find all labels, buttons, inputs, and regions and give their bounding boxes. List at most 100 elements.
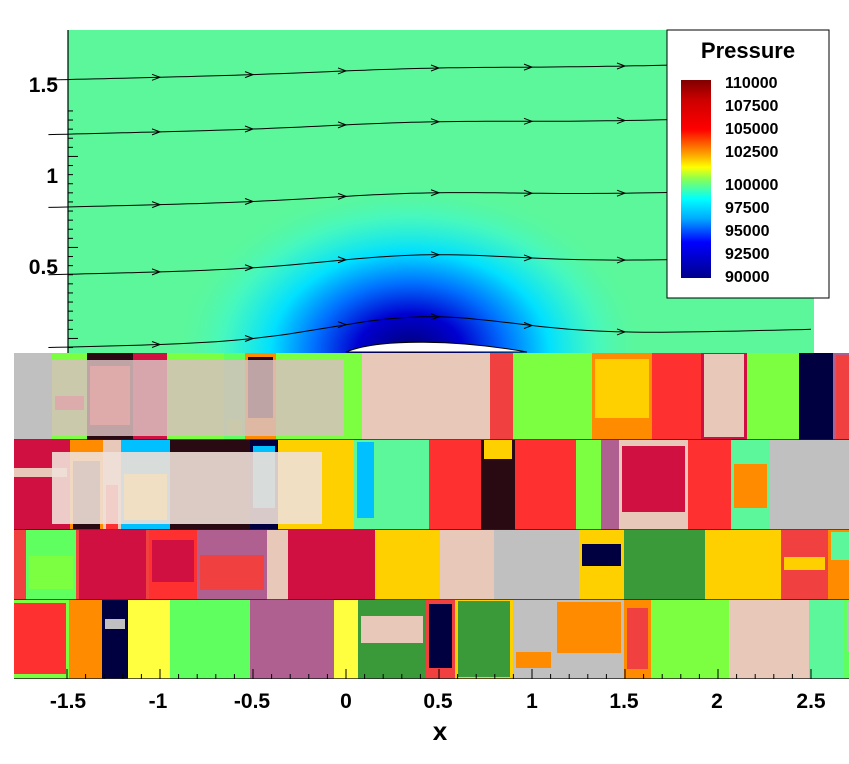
streamline-arrow <box>430 189 441 197</box>
streamline-arrow <box>244 71 255 79</box>
streamline-arrow <box>337 192 348 200</box>
legend-label: 100000 <box>725 177 778 194</box>
glitch-patch <box>440 530 494 600</box>
glitch-patch <box>576 440 601 530</box>
glitch-patch <box>334 600 358 679</box>
streamline-arrow <box>151 73 162 81</box>
x-tick-label: 2 <box>711 690 723 713</box>
glitch-patch <box>688 440 731 530</box>
x-tick-label: 2.5 <box>796 690 826 713</box>
glitch-patch <box>361 616 423 643</box>
glitch-patch <box>152 540 194 582</box>
glitch-patch <box>704 354 744 437</box>
glitch-patch <box>29 556 73 589</box>
x-tick-label: -0.5 <box>234 690 271 713</box>
streamline <box>48 313 812 348</box>
glitch-patch <box>418 353 490 440</box>
glitch-patch <box>622 446 685 512</box>
glitch-patch <box>809 600 844 679</box>
legend-label: 105000 <box>725 121 778 138</box>
streamline-arrow <box>151 201 162 209</box>
glitch-patch <box>582 544 621 566</box>
streamline-arrow <box>523 322 534 329</box>
glitch-patch <box>836 355 849 439</box>
glitch-patch <box>429 440 481 530</box>
glitch-patch <box>734 464 767 508</box>
glitch-patch <box>494 530 579 600</box>
glitch-patch <box>362 353 418 440</box>
glitch-patch <box>651 600 729 679</box>
streamline-arrow <box>244 125 255 133</box>
streamline-arrow <box>337 121 348 129</box>
glitch-patch <box>799 353 833 440</box>
glitch-patch <box>429 604 452 668</box>
glitch-patch <box>729 600 809 679</box>
glitch-patch <box>557 602 621 653</box>
streamline-arrow <box>616 328 627 336</box>
x-tick-label: 1.5 <box>609 690 639 713</box>
glitch-patch <box>375 530 440 600</box>
streamline-arrow <box>337 321 348 329</box>
streamline-arrow <box>430 118 441 126</box>
glitch-patch <box>624 530 705 600</box>
glitch-patch <box>288 530 375 600</box>
glitch-patch <box>267 530 288 600</box>
glitch-patch <box>705 530 781 600</box>
glitch-patch <box>377 440 429 530</box>
x-axis-title: x <box>433 716 448 746</box>
glitch-patch <box>458 601 510 677</box>
glitch-patch <box>652 353 701 440</box>
x-axis <box>66 669 812 679</box>
glitch-patch <box>513 353 592 440</box>
glitch-patch <box>601 440 619 530</box>
airfoil <box>345 341 528 353</box>
glitch-patch <box>102 600 128 679</box>
glitch-patch <box>595 359 649 418</box>
legend-label: 97500 <box>725 200 770 217</box>
y-tick-label: 1.5 <box>29 74 59 97</box>
glitch-patch <box>200 555 264 590</box>
streamline-arrow <box>244 198 255 205</box>
pressure-field-lower <box>0 353 849 679</box>
glitch-patch <box>490 353 513 440</box>
glitch-patch <box>79 530 146 599</box>
glitch-patch <box>484 440 512 459</box>
streamline-arrow <box>430 251 441 259</box>
glitch-patch <box>627 608 648 669</box>
legend-label: 92500 <box>725 246 770 263</box>
glitch-patch <box>357 442 374 518</box>
x-tick-label: 0 <box>340 690 352 713</box>
glitch-edge <box>0 353 14 679</box>
y-axis <box>67 30 78 353</box>
stagnation-leading <box>324 330 368 353</box>
glitch-panel <box>52 452 322 524</box>
streamline-arrow <box>151 268 162 276</box>
streamline-arrow <box>616 256 627 264</box>
streamline-arrow <box>616 189 627 197</box>
legend-title: Pressure <box>701 38 795 63</box>
glitch-patch <box>250 600 334 679</box>
legend-label: 95000 <box>725 223 770 240</box>
y-tick-label: 0.5 <box>29 256 59 279</box>
glitch-patch <box>831 532 849 560</box>
x-tick-label: 0.5 <box>423 690 453 713</box>
streamline-arrow <box>244 335 255 342</box>
streamline-arrow <box>151 128 162 136</box>
streamline-arrow <box>523 189 534 197</box>
streamline-arrow <box>430 313 441 321</box>
legend: Pressure 110000 107500 105000 102500 100… <box>666 29 830 299</box>
glitch-patch <box>105 619 125 629</box>
stagnation-trailing <box>505 330 549 353</box>
streamline-arrow <box>523 254 534 262</box>
glitch-patch <box>131 623 167 665</box>
glitch-patch <box>847 601 849 652</box>
colorbar <box>681 80 711 278</box>
legend-label: 90000 <box>725 269 770 286</box>
glitch-patch <box>516 652 551 668</box>
legend-label: 102500 <box>725 144 778 161</box>
streamline-arrow <box>616 117 627 124</box>
streamline-arrow <box>337 67 348 75</box>
streamline-arrow <box>523 117 534 125</box>
glitch-patch <box>3 468 67 477</box>
